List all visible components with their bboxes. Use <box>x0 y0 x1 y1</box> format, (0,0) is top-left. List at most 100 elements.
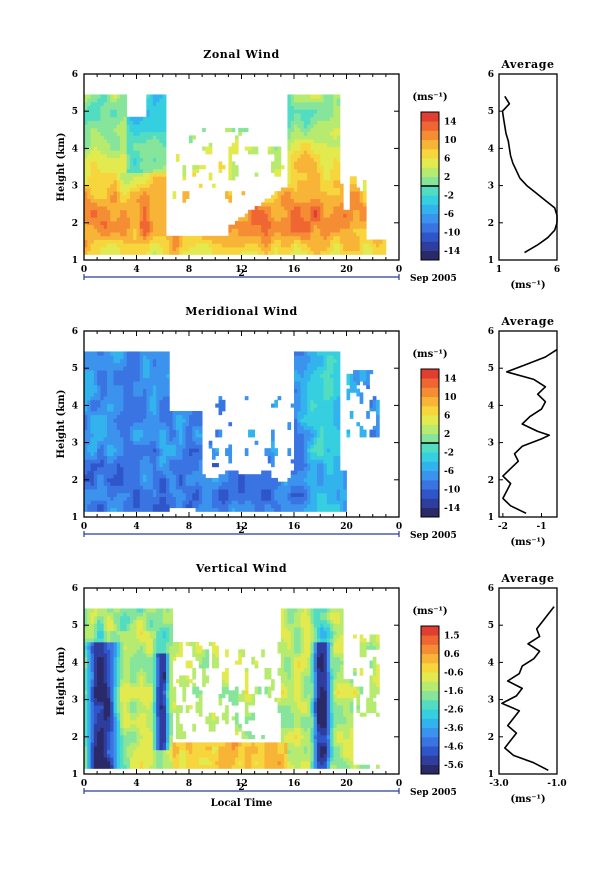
heatmap-cell <box>336 235 341 240</box>
heatmap-cell <box>159 459 164 464</box>
heatmap-cell <box>146 500 151 505</box>
heatmap-cell <box>182 470 187 475</box>
heatmap-cell <box>90 176 95 181</box>
heatmap-cell <box>166 481 170 486</box>
heatmap-cell <box>346 217 351 222</box>
heatmap-cell <box>316 503 321 509</box>
heatmap-cell <box>149 503 154 509</box>
heatmap-cell <box>346 224 351 229</box>
heatmap-cell <box>353 377 357 382</box>
heatmap-cell <box>294 235 298 240</box>
heatmap-cell <box>241 191 246 196</box>
heatmap-cell <box>90 228 95 233</box>
heatmap-cell <box>152 194 157 200</box>
heatmap-cell <box>182 198 187 203</box>
heatmap-cell <box>175 500 180 505</box>
heatmap-cell <box>294 451 298 457</box>
heatmap-cell <box>316 172 321 177</box>
heatmap-cell <box>175 425 180 430</box>
heatmap-cell <box>100 165 105 170</box>
heatmap-cell <box>139 366 144 371</box>
heatmap-cell <box>110 466 114 471</box>
heatmap-cell <box>126 135 131 140</box>
heatmap-cell <box>326 455 331 460</box>
heatmap-cell <box>271 455 275 460</box>
heatmap-cell <box>84 98 88 103</box>
heatmap-cell <box>208 250 213 255</box>
heatmap-cell <box>172 500 177 505</box>
heatmap-cell <box>359 206 364 211</box>
heatmap-cell <box>277 489 282 494</box>
heatmap-cell <box>100 384 105 390</box>
heatmap-cell <box>90 440 95 445</box>
heatmap-cell <box>166 414 170 419</box>
heatmap-cell <box>110 161 114 166</box>
heatmap-cell <box>93 496 98 501</box>
heatmap-cell <box>267 206 272 211</box>
heatmap-cell <box>87 388 91 393</box>
heatmap-cell <box>290 105 295 110</box>
heatmap-cell <box>356 422 361 427</box>
heatmap-cell <box>353 187 357 192</box>
heatmap-cell <box>264 235 269 240</box>
heatmap-cell <box>326 466 331 471</box>
heatmap-cell <box>359 377 364 382</box>
heatmap-cell <box>156 429 160 434</box>
heatmap-cell <box>290 403 295 408</box>
heatmap-cell <box>110 410 114 416</box>
heatmap-cell <box>129 496 134 501</box>
heatmap-cell <box>320 224 324 229</box>
heatmap-cell <box>84 176 88 181</box>
heatmap-cell <box>307 474 311 479</box>
heatmap-cell <box>175 448 180 453</box>
heatmap-cell <box>287 139 292 144</box>
heatmap-cell <box>323 496 328 501</box>
heatmap-cell <box>320 153 324 159</box>
heatmap-cell <box>231 246 236 252</box>
heatmap-cell <box>84 388 88 393</box>
heatmap-cell <box>274 172 278 177</box>
heatmap-cell <box>87 220 91 226</box>
heatmap-cell <box>271 451 275 457</box>
heatmap-cell <box>228 246 233 252</box>
heatmap-cell <box>310 496 315 501</box>
heatmap-cell <box>93 448 98 453</box>
heatmap-cell <box>211 235 216 240</box>
heatmap-cell <box>90 124 95 129</box>
heatmap-cell <box>149 239 154 244</box>
heatmap-cell <box>166 503 170 509</box>
heatmap-cell <box>90 373 95 378</box>
heatmap-cell <box>218 507 223 512</box>
heatmap-cell <box>231 485 236 490</box>
heatmap-cell <box>251 433 256 438</box>
heatmap-cell <box>330 358 334 364</box>
heatmap-cell <box>326 135 331 140</box>
heatmap-cell <box>300 228 305 233</box>
heatmap-cell <box>349 228 354 233</box>
heatmap-cell <box>290 161 295 166</box>
heatmap-cell <box>166 507 170 512</box>
heatmap-cell <box>353 228 357 233</box>
heatmap-cell <box>366 381 370 386</box>
heatmap-cell <box>113 98 118 103</box>
heatmap-cell <box>133 381 137 386</box>
heatmap-cell <box>330 168 334 173</box>
heatmap-cell <box>238 489 242 494</box>
heatmap-cell <box>169 455 173 460</box>
y-tick-label: 2 <box>72 476 78 486</box>
heatmap-cell <box>316 463 321 468</box>
heatmap-cell <box>303 206 308 211</box>
heatmap-cell <box>316 187 321 192</box>
heatmap-cell <box>320 503 324 509</box>
heatmap-cell <box>349 187 354 192</box>
heatmap-cell <box>254 496 259 501</box>
heatmap-cell <box>287 451 292 457</box>
heatmap-cell <box>146 366 151 371</box>
heatmap-cell <box>133 470 137 475</box>
heatmap-cell <box>316 373 321 378</box>
heatmap-cell <box>156 373 160 378</box>
heatmap-cell <box>366 370 370 375</box>
heatmap-cell <box>136 451 141 457</box>
heatmap-cell <box>87 232 91 237</box>
heatmap-cell <box>172 422 177 427</box>
